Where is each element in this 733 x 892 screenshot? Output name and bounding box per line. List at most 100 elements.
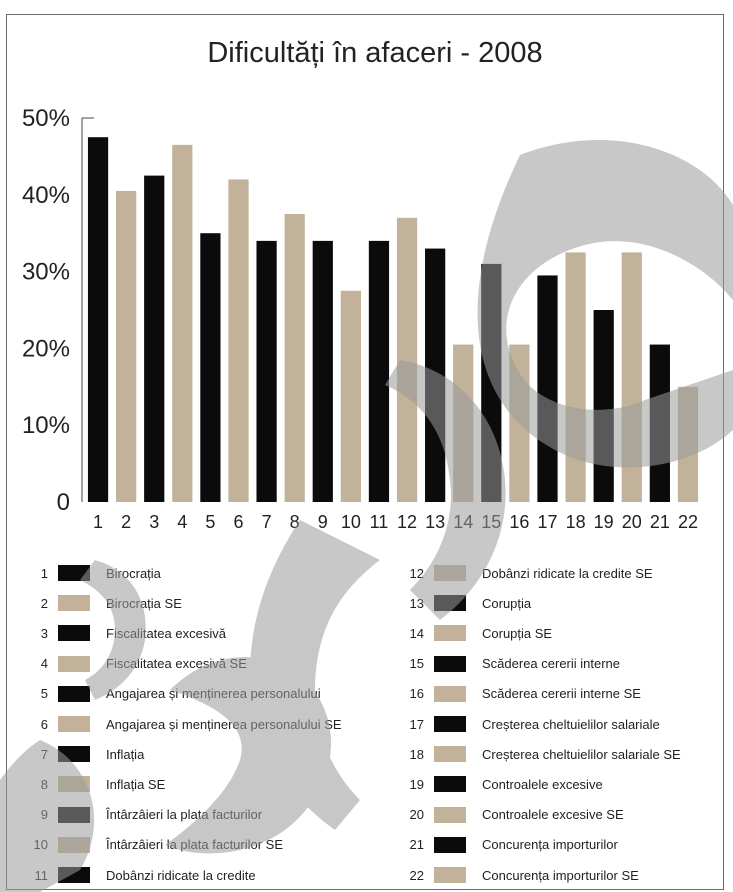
legend-item-number: 13 [409,595,424,611]
bar [621,252,642,502]
legend-item: 3 Fiscalitatea excesivă [22,622,226,644]
legend-item-number: 6 [40,716,48,732]
legend-swatch [434,565,466,581]
legend-item-number: 20 [409,807,424,823]
legend-swatch [58,565,90,581]
x-tick-label: 6 [233,512,243,532]
bar [172,144,193,502]
legend-swatch [434,625,466,642]
x-tick-label: 11 [370,512,389,532]
bar [368,240,390,502]
x-tick-label: 16 [509,512,529,532]
legend-item-number: 22 [409,867,424,883]
bar [593,310,614,502]
legend-swatch [58,776,90,793]
legend-item-label: Creșterea cheltuielilor salariale SE [482,746,681,762]
x-tick-label: 9 [318,512,328,532]
legend-item-label: Controalele excesive SE [482,807,624,823]
legend-item: 16 Scăderea cererii interne SE [398,683,641,705]
legend-item: 22 Concurența importurilor SE [398,864,639,886]
legend-swatch [434,776,466,793]
x-tick-label: 20 [622,512,642,532]
bar [228,179,249,502]
legend-item: 15 Scăderea cererii interne [398,653,620,675]
legend-item-number: 9 [40,807,48,823]
legend-item-label: Concurența importurilor SE [482,867,639,883]
legend-item: 11 Dobânzi ridicate la credite [22,864,256,886]
legend-swatch [434,836,466,853]
legend-item-label: Angajarea și menținerea personalului [106,686,321,702]
legend-item: 9 Întârzâieri la plata facturilor [22,804,262,826]
legend-item-number: 17 [409,716,424,732]
legend-swatch [58,746,90,763]
legend-swatch [434,806,466,823]
legend-item-label: Dobânzi ridicate la credite [106,867,256,883]
legend-item-number: 12 [409,565,424,581]
legend-item-number: 4 [40,656,48,672]
legend-item-label: Corupția [482,595,532,611]
bar [481,263,502,502]
legend-item-label: Corupția SE [482,625,553,641]
legend-item-label: Birocrația [106,565,161,581]
legend-item-label: Fiscalitatea excesivă SE [106,656,247,672]
bar [425,248,446,502]
x-tick-label: 1 [93,512,103,532]
bars [87,137,699,502]
legend-item-number: 19 [409,776,424,792]
bar [116,190,137,502]
legend-item-label: Întârzâieri la plata facturilor [106,807,263,823]
legend-item-number: 1 [40,565,48,581]
legend-item: 5 Angajarea și menținerea personalului [22,683,321,705]
x-tick-label: 17 [537,512,557,532]
y-tick-label: 30% [22,259,70,286]
legend-item: 8 Inflația SE [22,773,165,795]
bar [200,233,221,502]
legend-swatch [434,595,466,612]
x-tick-label: 10 [341,512,361,532]
legend-item-number: 21 [409,837,424,853]
legend-item-number: 11 [34,867,49,883]
legend-item-label: Creșterea cheltuielilor salariale [482,716,660,732]
y-axis: 0 10% 20% 30% 40% 50% [22,105,94,516]
legend-swatch [434,746,466,763]
legend-item-label: Fiscalitatea excesivă [106,625,226,641]
legend-swatch [58,836,90,853]
legend-swatch [58,595,90,612]
legend-item-label: Dobânzi ridicate la credite SE [482,565,653,581]
bar [256,240,277,502]
x-tick-label: 19 [594,512,614,532]
legend-item: 2 Birocrația SE [22,592,182,614]
legend-swatch [58,867,90,883]
legend-item-label: Întârzâieri la plata facturilor SE [106,837,284,853]
y-tick-label: 50% [22,105,70,132]
legend-item: 21 Concurența importurilor [398,834,618,856]
x-tick-label: 15 [481,512,501,532]
x-tick-label: 13 [425,512,445,532]
legend-item-number: 14 [409,625,424,641]
legend-item-label: Inflația [106,746,145,762]
legend-item-label: Controalele excesive [482,776,603,792]
x-tick-label: 7 [262,512,272,532]
legend-item: 4 Fiscalitatea excesivă SE [22,653,247,675]
legend-item-label: Angajarea și menținerea personalului SE [106,716,342,732]
legend-item-number: 7 [40,746,48,762]
bar [537,275,558,502]
bar [677,386,699,502]
legend-swatch [434,716,466,732]
legend-item-label: Concurența importurilor [482,837,618,853]
bar [340,290,361,502]
legend-item-label: Scăderea cererii interne [482,656,621,672]
x-tick-label: 14 [453,512,473,532]
legend-swatch [58,625,90,642]
x-tick-label: 4 [177,512,187,532]
legend-item-number: 16 [409,686,424,702]
legend-item: 10 Întârzâieri la plata facturilor SE [22,834,283,856]
bar-chart: Dificultăți în afaceri - 2008 0 10% 20% 30%… [22,37,699,532]
bar [284,214,305,502]
legend-swatch [434,867,466,883]
x-tick-label: 22 [678,512,698,532]
legend-item: 6 Angajarea și menținerea personalului SE [22,713,342,735]
legend-item-number: 3 [40,625,48,641]
x-tick-label: 3 [149,512,159,532]
x-tick-label: 5 [205,512,215,532]
